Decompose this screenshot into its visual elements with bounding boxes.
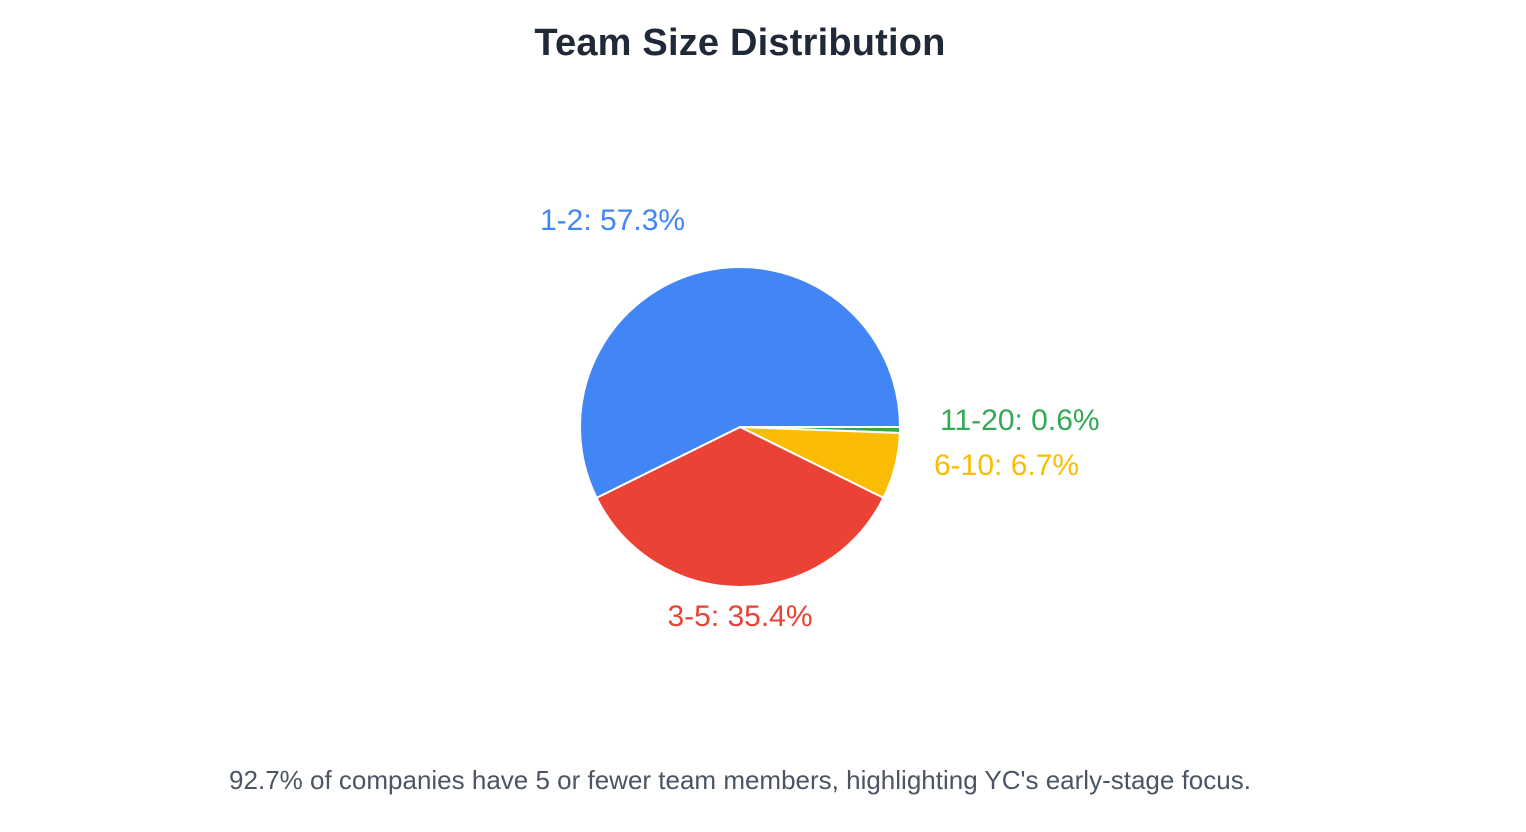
slice-label-1-2: 1-2: 57.3% [540, 204, 685, 237]
slice-label-6-10: 6-10: 6.7% [934, 449, 1079, 482]
slice-label-11-20: 11-20: 0.6% [940, 404, 1100, 437]
pie-slice-1-2 [579, 266, 902, 500]
chart-caption: 92.7% of companies have 5 or fewer team … [229, 765, 1251, 795]
chart-title: Team Size Distribution [534, 22, 946, 64]
slice-label-3-5: 3-5: 35.4% [667, 600, 812, 633]
pie-slice-3-5 [595, 425, 885, 589]
